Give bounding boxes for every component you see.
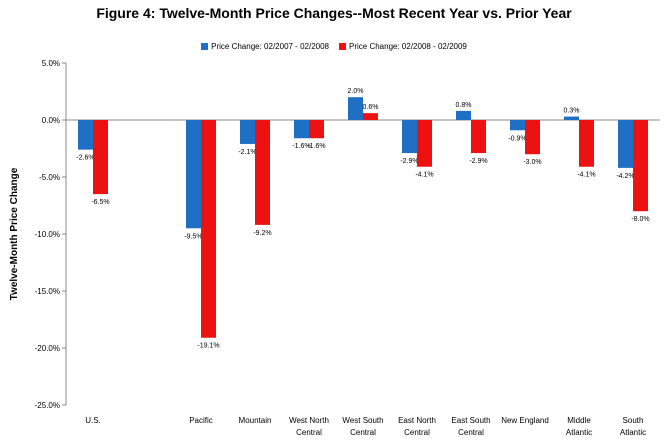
legend: Price Change: 02/2007 - 02/2008 Price Ch… [0, 42, 668, 51]
x-category-label: East North [398, 416, 436, 425]
x-category-label: Atlantic [566, 428, 592, 437]
x-category-label: Mountain [239, 416, 272, 425]
data-label-series-2: -4.1% [415, 172, 433, 179]
y-tick-label: 0.0% [42, 116, 60, 125]
bar-series-1 [510, 120, 525, 131]
data-label-series-1: 0.3% [564, 108, 580, 115]
data-label-series-1: 2.0% [348, 88, 364, 95]
bar-series-2 [363, 113, 378, 120]
y-tick-label: -25.0% [35, 401, 60, 410]
x-category-label: West South [342, 416, 383, 425]
bar-series-2 [201, 120, 216, 338]
data-label-series-1: -2.1% [238, 149, 256, 156]
bar-series-2 [471, 120, 486, 154]
bar-series-1 [456, 110, 471, 120]
data-label-series-2: -9.2% [253, 230, 271, 237]
bar-series-1 [186, 120, 201, 229]
data-label-series-2: -6.5% [91, 199, 109, 206]
legend-swatch-series-1 [201, 43, 209, 50]
data-label-series-1: -4.2% [616, 173, 634, 180]
data-label-series-1: -2.9% [400, 158, 418, 165]
data-label-series-1: 0.8% [456, 102, 472, 109]
x-category-label: East South [451, 416, 490, 425]
x-category-label: West North [289, 416, 329, 425]
bar-series-2 [417, 120, 432, 167]
x-category-label: Central [404, 428, 430, 437]
bar-series-1 [240, 120, 255, 144]
data-label-series-2: -1.6% [307, 143, 325, 150]
data-label-series-2: -3.0% [523, 159, 541, 166]
data-label-series-1: -0.9% [508, 135, 526, 142]
x-category-label: Central [296, 428, 322, 437]
bar-series-2 [633, 120, 648, 212]
y-tick-label: -15.0% [35, 287, 60, 296]
legend-item-series-2: Price Change: 02/2008 - 02/2009 [339, 42, 467, 51]
y-axis-title: Twelve-Month Price Change [9, 167, 20, 300]
chart-title: Figure 4: Twelve-Month Price Changes--Mo… [96, 5, 572, 21]
bar-series-1 [618, 120, 633, 168]
bar-series-2 [255, 120, 270, 225]
legend-swatch-series-2 [339, 43, 346, 50]
x-category-label: Middle [567, 416, 591, 425]
x-category-label: Atlantic [620, 428, 646, 437]
y-tick-label: 5.0% [42, 59, 60, 68]
legend-item-series-1: Price Change: 02/2007 - 02/2008 [201, 42, 329, 51]
x-category-label: Central [458, 428, 484, 437]
y-tick-label: -5.0% [39, 173, 60, 182]
bar-series-2 [309, 120, 324, 139]
x-category-label: Pacific [189, 416, 213, 425]
data-label-series-1: -9.5% [184, 233, 202, 240]
legend-label-series-1: Price Change: 02/2007 - 02/2008 [211, 42, 329, 51]
bar-series-2 [93, 120, 108, 195]
bar-series-1 [78, 120, 93, 150]
x-category-label: Central [350, 428, 376, 437]
data-label-series-1: -2.6% [76, 155, 94, 162]
x-category-label: U.S. [85, 416, 101, 425]
bar-series-2 [525, 120, 540, 155]
data-label-series-2: -2.9% [469, 158, 487, 165]
bar-series-1 [564, 116, 579, 120]
bar-series-1 [294, 120, 309, 139]
x-category-label: South [623, 416, 644, 425]
bar-series-1 [348, 97, 363, 120]
x-category-label: New England [501, 416, 549, 425]
data-label-series-2: -8.0% [631, 216, 649, 223]
y-tick-label: -20.0% [35, 344, 60, 353]
data-label-series-2: -4.1% [577, 172, 595, 179]
data-label-series-2: 0.6% [363, 104, 379, 111]
data-label-series-2: -19.1% [197, 343, 219, 350]
y-tick-label: -10.0% [35, 230, 60, 239]
data-label-series-1: -1.6% [292, 143, 310, 150]
bar-series-2 [579, 120, 594, 167]
legend-label-series-2: Price Change: 02/2008 - 02/2009 [349, 42, 467, 51]
bar-series-1 [402, 120, 417, 154]
